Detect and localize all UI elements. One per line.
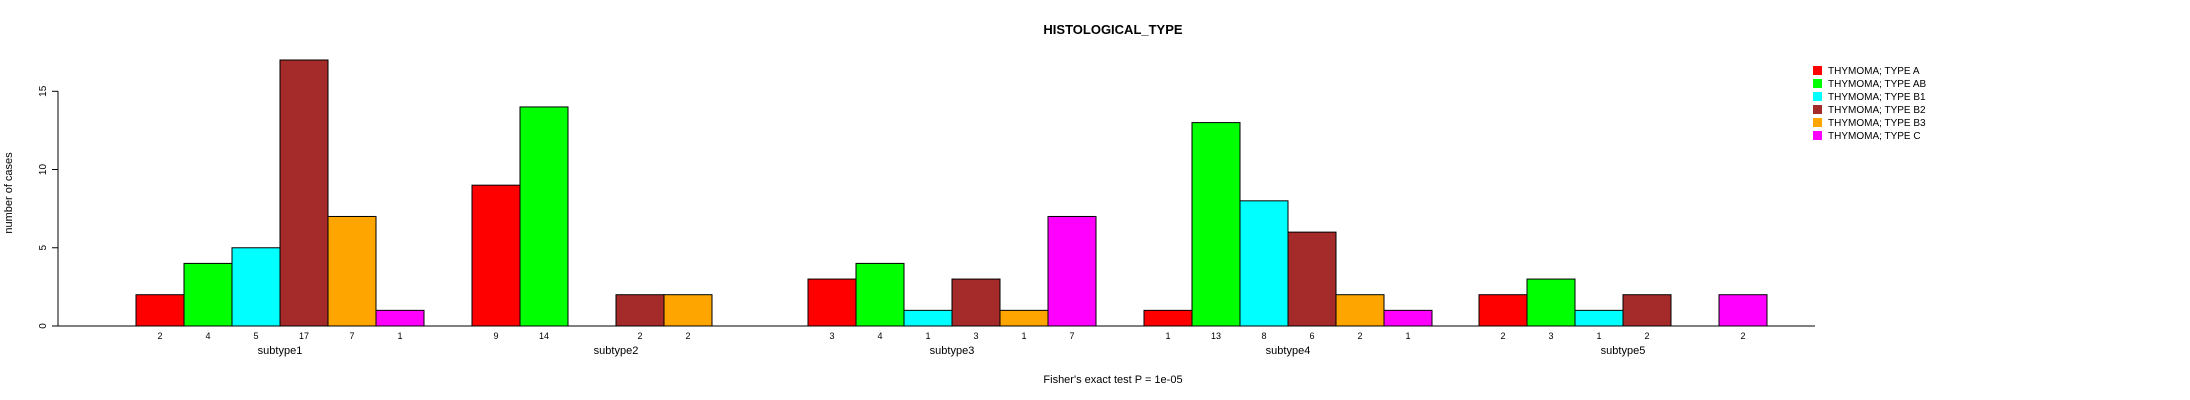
bar — [1383, 309, 1433, 327]
bar — [1526, 278, 1576, 327]
count-label: 1 — [1596, 331, 1601, 341]
bar-group: 9 14 2 2 subtype2 — [392, 106, 808, 357]
legend-swatch — [1813, 79, 1822, 88]
legend-item: THYMOMA; TYPE B1 — [1813, 92, 1926, 103]
count-label: 1 — [1021, 331, 1026, 341]
y-tick-label: 5 — [38, 245, 49, 251]
count-label: 4 — [877, 331, 882, 341]
count-label: 9 — [493, 331, 498, 341]
bar — [1478, 294, 1528, 327]
legend-swatch — [1813, 131, 1822, 140]
bar — [327, 215, 377, 327]
legend-label: THYMOMA; TYPE B2 — [1828, 105, 1926, 116]
legend-label: THYMOMA; TYPE AB — [1828, 79, 1926, 90]
count-label: 2 — [1500, 331, 1505, 341]
count-label: 4 — [205, 331, 210, 341]
bar — [471, 184, 521, 327]
count-label: 1 — [1165, 331, 1170, 341]
y-tick-label: 0 — [38, 323, 49, 329]
bar — [951, 278, 1001, 327]
bar — [1718, 294, 1768, 327]
y-tick-label: 15 — [38, 85, 49, 97]
bar — [135, 294, 185, 327]
y-axis-label: number of cases — [3, 152, 15, 234]
y-axis: 0 5 10 15 — [38, 85, 59, 329]
count-label: 2 — [637, 331, 642, 341]
count-label: 2 — [1644, 331, 1649, 341]
chart-title: HISTOLOGICAL_TYPE — [1043, 22, 1182, 37]
legend-label: THYMOMA; TYPE B1 — [1828, 92, 1926, 103]
y-tick-label: 10 — [38, 164, 49, 176]
bar — [375, 309, 425, 327]
count-label: 3 — [973, 331, 978, 341]
legend-label: THYMOMA; TYPE B3 — [1828, 118, 1926, 129]
count-label: 2 — [685, 331, 690, 341]
legend-swatch — [1813, 66, 1822, 75]
count-label: 1 — [925, 331, 930, 341]
count-label: 5 — [253, 331, 258, 341]
bar — [279, 59, 329, 327]
legend-swatch — [1813, 105, 1822, 114]
footnote: Fisher's exact test P = 1e-05 — [1043, 374, 1182, 386]
x-category-label: subtype3 — [930, 345, 975, 357]
x-category-label: subtype2 — [594, 345, 639, 357]
bar — [183, 262, 233, 327]
legend-item: THYMOMA; TYPE A — [1813, 66, 1920, 77]
legend-swatch — [1813, 118, 1822, 127]
bar — [807, 278, 857, 327]
legend: THYMOMA; TYPE A THYMOMA; TYPE AB THYMOMA; … — [1813, 66, 1926, 142]
legend-swatch — [1813, 92, 1822, 101]
count-label: 3 — [829, 331, 834, 341]
count-label: 2 — [1740, 331, 1745, 341]
legend-item: THYMOMA; TYPE B2 — [1813, 105, 1926, 116]
x-category-label: subtype4 — [1266, 345, 1311, 357]
count-label: 14 — [539, 331, 549, 341]
count-label: 6 — [1309, 331, 1314, 341]
bar — [1622, 294, 1672, 327]
x-category-label: subtype5 — [1601, 345, 1646, 357]
count-label: 1 — [397, 331, 402, 341]
bar — [1143, 309, 1193, 327]
bar-group: 2 3 1 2 2 subtype5 — [1399, 278, 1815, 357]
bar — [519, 106, 569, 327]
bar — [855, 262, 905, 327]
legend-item: THYMOMA; TYPE AB — [1813, 79, 1926, 90]
bar-group: 1 13 8 6 2 1 subtype4 — [1064, 122, 1480, 357]
bar — [1239, 200, 1289, 327]
bar — [1047, 215, 1097, 327]
bar — [1191, 122, 1241, 327]
bar — [1287, 231, 1337, 327]
bar — [1335, 294, 1385, 327]
legend-label: THYMOMA; TYPE A — [1828, 66, 1920, 77]
count-label: 2 — [157, 331, 162, 341]
bar-group: 3 4 1 3 1 7 subtype3 — [728, 215, 1144, 357]
x-category-label: subtype1 — [258, 345, 303, 357]
count-label: 7 — [1069, 331, 1074, 341]
count-label: 2 — [1357, 331, 1362, 341]
bar — [903, 309, 953, 327]
count-label: 17 — [299, 331, 309, 341]
bar — [231, 247, 281, 327]
count-label: 3 — [1548, 331, 1553, 341]
legend-item: THYMOMA; TYPE B3 — [1813, 118, 1926, 129]
count-label: 13 — [1211, 331, 1221, 341]
count-label: 7 — [349, 331, 354, 341]
bar — [615, 294, 665, 327]
bar — [663, 294, 713, 327]
count-label: 1 — [1405, 331, 1410, 341]
count-label: 8 — [1261, 331, 1266, 341]
legend-item: THYMOMA; TYPE C — [1813, 131, 1921, 142]
legend-label: THYMOMA; TYPE C — [1828, 131, 1921, 142]
bar-group: 2 4 5 17 7 1 subtype1 — [56, 59, 472, 357]
bar — [1574, 309, 1624, 327]
bar — [999, 309, 1049, 327]
